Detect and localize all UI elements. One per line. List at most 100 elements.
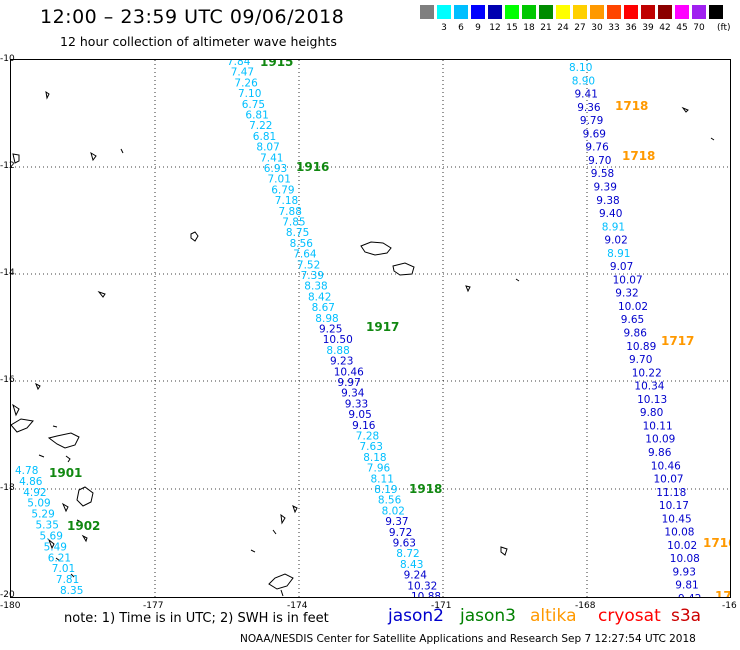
wave-height-label: 9.33 bbox=[345, 398, 368, 410]
lon-label-165: -16 bbox=[722, 601, 737, 611]
wave-height-label: 7.64 bbox=[293, 249, 317, 261]
scale-swatch bbox=[488, 5, 502, 19]
wave-height-label: 7.22 bbox=[249, 120, 272, 132]
wave-height-label: 10.08 bbox=[664, 527, 694, 539]
pass-time-tag: 1718 bbox=[622, 149, 655, 163]
lat-label-18: -18 bbox=[0, 483, 15, 493]
wave-height-label: 8.43 bbox=[400, 559, 423, 571]
legend-jason2: jason2 bbox=[388, 606, 444, 626]
wave-height-label: 8.42 bbox=[308, 291, 331, 303]
chart-subtitle: 12 hour collection of altimeter wave hei… bbox=[60, 34, 337, 49]
wave-height-label: 5.49 bbox=[44, 541, 67, 553]
wave-height-label: 7.41 bbox=[260, 152, 283, 164]
lon-label-177: -177 bbox=[143, 601, 164, 611]
wave-height-label: 8.11 bbox=[371, 473, 394, 485]
wave-height-label: 7.52 bbox=[297, 259, 320, 271]
wave-height-labels: 7.847.477.267.106.756.817.226.818.077.41… bbox=[15, 60, 701, 597]
wave-height-label: 9.23 bbox=[330, 356, 353, 368]
scale-tick-label: 24 bbox=[557, 23, 569, 33]
wave-height-label: 7.81 bbox=[56, 574, 79, 586]
wave-height-label: 7.47 bbox=[231, 67, 254, 79]
legend-cryosat: cryosat bbox=[598, 606, 661, 626]
wave-height-label: 9.93 bbox=[673, 567, 696, 579]
scale-tick-label: 39 bbox=[642, 23, 654, 33]
wave-height-label: 9.24 bbox=[404, 570, 428, 582]
lon-label-168: -168 bbox=[575, 601, 596, 611]
wave-height-label: 9.76 bbox=[585, 142, 609, 154]
wave-height-label: 7.10 bbox=[238, 88, 261, 100]
scale-swatch bbox=[590, 5, 604, 19]
scale-swatch bbox=[624, 5, 638, 19]
wave-height-label: 4.86 bbox=[19, 476, 43, 488]
wave-height-label: 9.32 bbox=[615, 288, 638, 300]
wave-height-label: 5.35 bbox=[36, 520, 59, 532]
footer-note: note: 1) Time is in UTC; 2) SWH is in fe… bbox=[64, 611, 329, 626]
legend-jason3: jason3 bbox=[460, 606, 516, 626]
wave-height-label: 8.90 bbox=[572, 75, 595, 87]
wave-height-label: 7.63 bbox=[360, 441, 383, 453]
scale-tick-label: 6 bbox=[458, 23, 464, 33]
wave-height-label: 10.17 bbox=[659, 500, 689, 512]
lat-label-10: -10 bbox=[0, 54, 15, 64]
wave-height-label: 7.28 bbox=[356, 431, 379, 443]
coastlines bbox=[11, 90, 715, 597]
scale-tick-label: 18 bbox=[523, 23, 535, 33]
pass-time-tag: 1915 bbox=[260, 60, 293, 69]
wave-height-label: 10.32 bbox=[407, 580, 437, 592]
wave-height-label: 10.46 bbox=[651, 460, 681, 472]
credit-line: NOAA/NESDIS Center for Satellite Applica… bbox=[240, 633, 696, 645]
wave-height-label: 8.19 bbox=[374, 484, 397, 496]
wave-height-label: 5.69 bbox=[40, 531, 63, 543]
wave-height-label: 8.91 bbox=[607, 248, 630, 260]
scale-tick-label: 30 bbox=[591, 23, 603, 33]
lat-label-12: -12 bbox=[0, 161, 15, 171]
scale-swatch bbox=[709, 5, 723, 19]
wave-height-label: 9.70 bbox=[629, 354, 652, 366]
scale-swatch bbox=[692, 5, 706, 19]
scale-swatch bbox=[454, 5, 468, 19]
wave-height-label: 10.11 bbox=[643, 420, 673, 432]
wave-height-label: 9.69 bbox=[583, 128, 606, 140]
wave-height-label: 8.88 bbox=[326, 345, 349, 357]
wave-height-label: 6.81 bbox=[245, 110, 268, 122]
wave-height-label: 6.81 bbox=[253, 131, 276, 143]
wave-height-label: 8.72 bbox=[396, 548, 419, 560]
scale-swatch bbox=[522, 5, 536, 19]
wave-height-label: 10.45 bbox=[662, 513, 692, 525]
scale-tick-label: 70 bbox=[693, 23, 705, 33]
wave-height-label: 9.39 bbox=[594, 182, 617, 194]
scale-swatch bbox=[658, 5, 672, 19]
wave-height-label: 10.02 bbox=[667, 540, 697, 552]
scale-swatch bbox=[556, 5, 570, 19]
wave-height-label: 9.70 bbox=[588, 155, 611, 167]
wave-height-label: 9.79 bbox=[580, 115, 603, 127]
lon-label-174: -174 bbox=[287, 601, 308, 611]
wave-height-label: 8.38 bbox=[304, 281, 327, 293]
scale-tick-label: 12 bbox=[489, 23, 501, 33]
wave-height-label: 8.18 bbox=[363, 452, 386, 464]
wave-height-label: 9.34 bbox=[341, 388, 365, 400]
scale-swatch bbox=[607, 5, 621, 19]
wave-height-label: 8.02 bbox=[382, 505, 405, 517]
wave-height-label: 10.08 bbox=[670, 553, 700, 565]
wave-height-label: 9.80 bbox=[640, 407, 663, 419]
scale-swatch bbox=[471, 5, 485, 19]
wave-height-label: 8.56 bbox=[378, 495, 402, 507]
wave-height-label: 9.38 bbox=[596, 195, 619, 207]
pass-time-tag: 1717 bbox=[661, 334, 694, 348]
wave-height-label: 5.09 bbox=[27, 498, 50, 510]
wave-height-label: 9.02 bbox=[604, 235, 627, 247]
wave-height-label: 9.41 bbox=[575, 89, 598, 101]
wave-height-label: 9.97 bbox=[337, 377, 360, 389]
pass-time-tag: 1918 bbox=[409, 482, 442, 496]
wave-height-label: 8.98 bbox=[315, 313, 338, 325]
wave-height-label: 10.22 bbox=[632, 367, 662, 379]
scale-swatch bbox=[420, 5, 434, 19]
wave-height-label: 8.91 bbox=[602, 221, 625, 233]
wave-height-label: 4.92 bbox=[23, 487, 46, 499]
small-islands-center bbox=[97, 231, 520, 298]
wave-height-label: 9.81 bbox=[675, 580, 698, 592]
pass-time-tag: 1718 bbox=[615, 99, 648, 113]
scale-tick-label: 9 bbox=[475, 23, 481, 33]
scale-swatch bbox=[539, 5, 553, 19]
